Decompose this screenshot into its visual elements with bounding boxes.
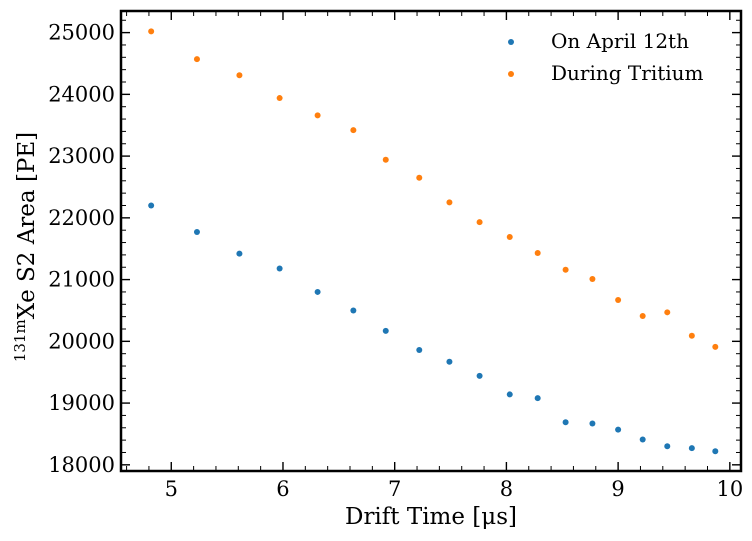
legend-label-during-tritium: During Tritium — [551, 61, 704, 85]
data-point — [446, 199, 453, 206]
data-point — [350, 307, 357, 314]
data-point — [314, 288, 321, 295]
y-tick-labels: 18000 19000 20000 21000 22000 23000 24000 25000 — [48, 21, 115, 477]
x-axis-label: Drift Time [μs] — [345, 504, 517, 530]
x-tick-label: 8 — [500, 477, 513, 501]
y-axis-label-superscript: 131m — [11, 319, 29, 362]
data-point — [712, 343, 719, 350]
y-tick-label: 21000 — [48, 268, 115, 292]
x-tick-label: 7 — [388, 477, 401, 501]
y-axis-label-main: Xe S2 Area [PE] — [14, 132, 40, 319]
data-point — [476, 219, 483, 226]
data-point — [589, 420, 596, 427]
data-point — [562, 266, 569, 273]
y-tick-label: 18000 — [48, 453, 115, 477]
data-point — [148, 202, 155, 209]
data-point — [688, 332, 695, 339]
y-tick-label: 22000 — [48, 206, 115, 230]
data-point — [276, 265, 283, 272]
x-tick-label: 9 — [611, 477, 624, 501]
data-point — [639, 436, 646, 443]
x-tick-label: 6 — [276, 477, 289, 501]
data-point — [615, 426, 622, 433]
series-0 — [148, 202, 719, 455]
data-point — [615, 296, 622, 303]
data-point — [382, 327, 389, 334]
data-point — [350, 127, 357, 134]
legend-marker-on-april-12th — [508, 39, 514, 45]
data-point — [664, 443, 671, 450]
data-point — [506, 391, 513, 398]
major-ticks — [121, 11, 741, 471]
y-axis-label: 131mXe S2 Area [PE] — [11, 132, 40, 362]
y-tick-label: 20000 — [48, 329, 115, 353]
data-point — [506, 233, 513, 240]
data-point — [276, 95, 283, 102]
data-point — [688, 445, 695, 452]
data-points — [148, 28, 719, 455]
data-point — [314, 112, 321, 119]
data-point — [476, 372, 483, 379]
series-1 — [148, 28, 719, 350]
legend: On April 12th During Tritium — [508, 29, 704, 85]
data-point — [416, 346, 423, 353]
x-tick-label: 10 — [716, 477, 743, 501]
plot-frame — [119, 9, 743, 473]
data-point — [639, 313, 646, 320]
data-point — [382, 156, 389, 163]
data-point — [712, 448, 719, 455]
legend-label-on-april-12th: On April 12th — [551, 29, 689, 53]
data-point — [236, 250, 243, 257]
data-point — [589, 275, 596, 282]
data-point — [446, 358, 453, 365]
data-point — [193, 229, 200, 236]
data-point — [562, 419, 569, 426]
data-point — [534, 395, 541, 402]
y-tick-label: 19000 — [48, 391, 115, 415]
data-point — [148, 28, 155, 35]
y-tick-label: 23000 — [48, 144, 115, 168]
data-point — [534, 250, 541, 257]
x-tick-label: 5 — [165, 477, 178, 501]
legend-marker-during-tritium — [508, 71, 514, 77]
x-tick-labels: 5 6 7 8 9 10 — [165, 477, 744, 501]
data-point — [664, 309, 671, 316]
data-point — [236, 72, 243, 79]
y-tick-label: 25000 — [48, 21, 115, 45]
data-point — [416, 174, 423, 181]
data-point — [193, 56, 200, 63]
y-tick-label: 24000 — [48, 82, 115, 106]
